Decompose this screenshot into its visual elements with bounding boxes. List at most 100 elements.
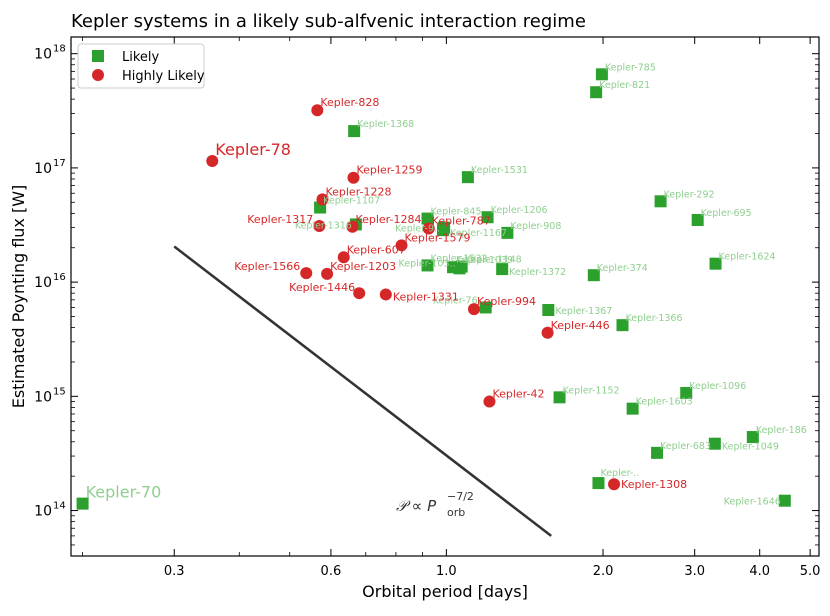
- likely-point-kepler-374: [587, 269, 600, 282]
- y-tick-label: 10: [34, 275, 52, 291]
- highly-likely-point-kepler-1308: [608, 478, 621, 491]
- y-tick-label: 10: [34, 161, 52, 177]
- likely-point-kepler-1532: [421, 259, 434, 272]
- point-label-kepler-828: Kepler-828: [320, 96, 379, 109]
- x-tick-label: 0.3: [164, 564, 185, 579]
- legend-entry-label: Highly Likely: [122, 69, 205, 84]
- y-tick-label: 10: [34, 389, 52, 405]
- y-tick-exponent: 17: [53, 158, 66, 169]
- point-label-kepler-1039: Kepler-1039: [456, 255, 513, 266]
- x-tick-label: 3.0: [684, 564, 705, 579]
- point-label-kepler-1603: Kepler-1603: [636, 397, 693, 408]
- point-label-kepler-1107: Kepler-1107: [323, 196, 380, 207]
- likely-point-kepler-1049: [708, 437, 721, 450]
- point-label-kepler-1372: Kepler-1372: [509, 267, 566, 278]
- point-label-kepler-9: Kepler-9..: [395, 224, 440, 235]
- likely-point-kepler-1646: [778, 494, 791, 507]
- point-label-kepler-1624: Kepler-1624: [719, 252, 776, 263]
- highly-likely-point-kepler-1259: [347, 171, 360, 184]
- y-tick-exponent: 16: [53, 272, 66, 283]
- point-label-kepler-76: Kepler-76..: [433, 295, 484, 306]
- point-label-kepler-374: Kepler-374: [597, 263, 648, 274]
- point-label-kepler-1167: Kepler-1167: [450, 228, 507, 239]
- likely-point-kepler-1531: [461, 171, 474, 184]
- likely-point-kepler-76: [479, 301, 492, 314]
- point-label-kepler-1203: Kepler-1203: [330, 260, 396, 273]
- likely-point-kepler-1603: [626, 402, 639, 415]
- data-points: [76, 68, 791, 510]
- highly-likely-point-kepler-1203: [321, 267, 334, 280]
- highly-likely-point-kepler-1317: [313, 219, 326, 232]
- highly-likely-point-kepler-1228: [316, 193, 329, 206]
- y-tick-exponent: 15: [53, 386, 66, 397]
- point-label-kepler-1096: Kepler-1096: [689, 381, 746, 392]
- point-label-kepler-1152: Kepler-1152: [563, 385, 620, 396]
- highly-likely-point-kepler-78: [206, 154, 219, 167]
- point-label-kepler-1646: Kepler-1646: [724, 497, 781, 508]
- point-label-kepler-1531: Kepler-1531: [471, 165, 528, 176]
- point-label-kepler-1367: Kepler-1367: [555, 306, 612, 317]
- y-tick-label: 10: [34, 47, 52, 63]
- point-label-kepler-1446: Kepler-1446: [289, 281, 355, 294]
- likely-point-kepler-683: [651, 446, 664, 459]
- highly-likely-point-kepler-607: [337, 251, 350, 264]
- point-label-kepler-103: Kepler-103..: [399, 258, 456, 269]
- x-tick-label: 5.0: [800, 564, 821, 579]
- likely-point-kepler-908: [501, 226, 514, 239]
- point-label-kepler-1532: Kepler-1532: [431, 253, 488, 264]
- trend-line-group: 𝒫 ∝ P −7/2 orb: [173, 245, 552, 537]
- point-label-kepler-1259: Kepler-1259: [356, 164, 422, 177]
- likely-point-kepler-1096: [680, 386, 693, 399]
- axes-frame: [70, 36, 820, 557]
- highly-likely-point-kepler-42: [483, 395, 496, 408]
- point-label-kepler-1579: Kepler-1579: [405, 231, 471, 244]
- trend-line-exponent: −7/2: [447, 490, 474, 503]
- highly-likely-point-kepler-1284: [346, 220, 359, 233]
- x-tick-label: 0.6: [321, 564, 342, 579]
- x-tick-label: 1.0: [436, 564, 457, 579]
- y-tick-exponent: 18: [53, 44, 66, 55]
- likely-point-kepler-1167: [436, 224, 449, 237]
- point-label-kepler-683: Kepler-683: [660, 441, 711, 452]
- likely-point-kepler-695: [691, 213, 704, 226]
- y-tick-exponent: 14: [53, 501, 66, 512]
- point-label-kepler-1366: Kepler-1366: [626, 313, 683, 324]
- likely-point-kepler-1152: [553, 391, 566, 404]
- highly-likely-point-kepler-828: [311, 104, 324, 117]
- likely-point-kepler-70: [76, 497, 89, 510]
- y-axis-label: Estimated Poynting flux [W]: [9, 185, 28, 409]
- point-label-kepler-70: Kepler-70: [86, 483, 162, 502]
- power-law-trend-line: [173, 245, 552, 537]
- point-label-kepler-845: Kepler-845: [431, 207, 482, 218]
- trend-line-subscript: orb: [447, 506, 465, 519]
- highly-likely-point-kepler-1446: [353, 287, 366, 300]
- likely-point-kepler-1367: [542, 304, 555, 317]
- point-label-kepler-695: Kepler-695: [701, 208, 752, 219]
- point-label-kepler-78: Kepler-78: [215, 140, 291, 159]
- point-label-kepler-42: Kepler-42: [492, 388, 544, 401]
- point-label-kepler-1308: Kepler-1308: [621, 478, 687, 491]
- likely-point-kepler-1368: [348, 125, 361, 138]
- point-label-kepler-908: Kepler-908: [510, 221, 561, 232]
- highly-likely-point-kepler-787: [422, 222, 435, 235]
- point-label-kepler-292: Kepler-292: [664, 189, 715, 200]
- point-label-kepler-1368: Kepler-1368: [357, 119, 414, 130]
- x-axis-label: Orbital period [days]: [362, 582, 528, 601]
- likely-point-kepler-292: [654, 195, 667, 208]
- point-label-kepler-446: Kepler-446: [551, 319, 610, 332]
- y-tick-label: 10: [34, 504, 52, 520]
- point-label-kepler-1317: Kepler-1317: [247, 213, 313, 226]
- point-label-kepler-994: Kepler-994: [477, 295, 536, 308]
- point-label-kepler-1148: Kepler-1148: [465, 255, 522, 266]
- point-label-kepler-1284: Kepler-1284: [355, 213, 421, 226]
- x-tick-label: 2.0: [593, 564, 614, 579]
- point-label-kepler-785: Kepler-785: [605, 62, 656, 73]
- point-label-kepler-607: Kepler-607: [347, 243, 406, 256]
- chart-title: Kepler systems in a likely sub-alfvenic …: [71, 11, 586, 32]
- likely-point-kepler-1372: [496, 263, 509, 276]
- likely-point-kepler: [592, 477, 605, 490]
- point-label-kepler: Kepler-..: [600, 468, 639, 479]
- trend-line-label: 𝒫 ∝ P: [396, 497, 437, 515]
